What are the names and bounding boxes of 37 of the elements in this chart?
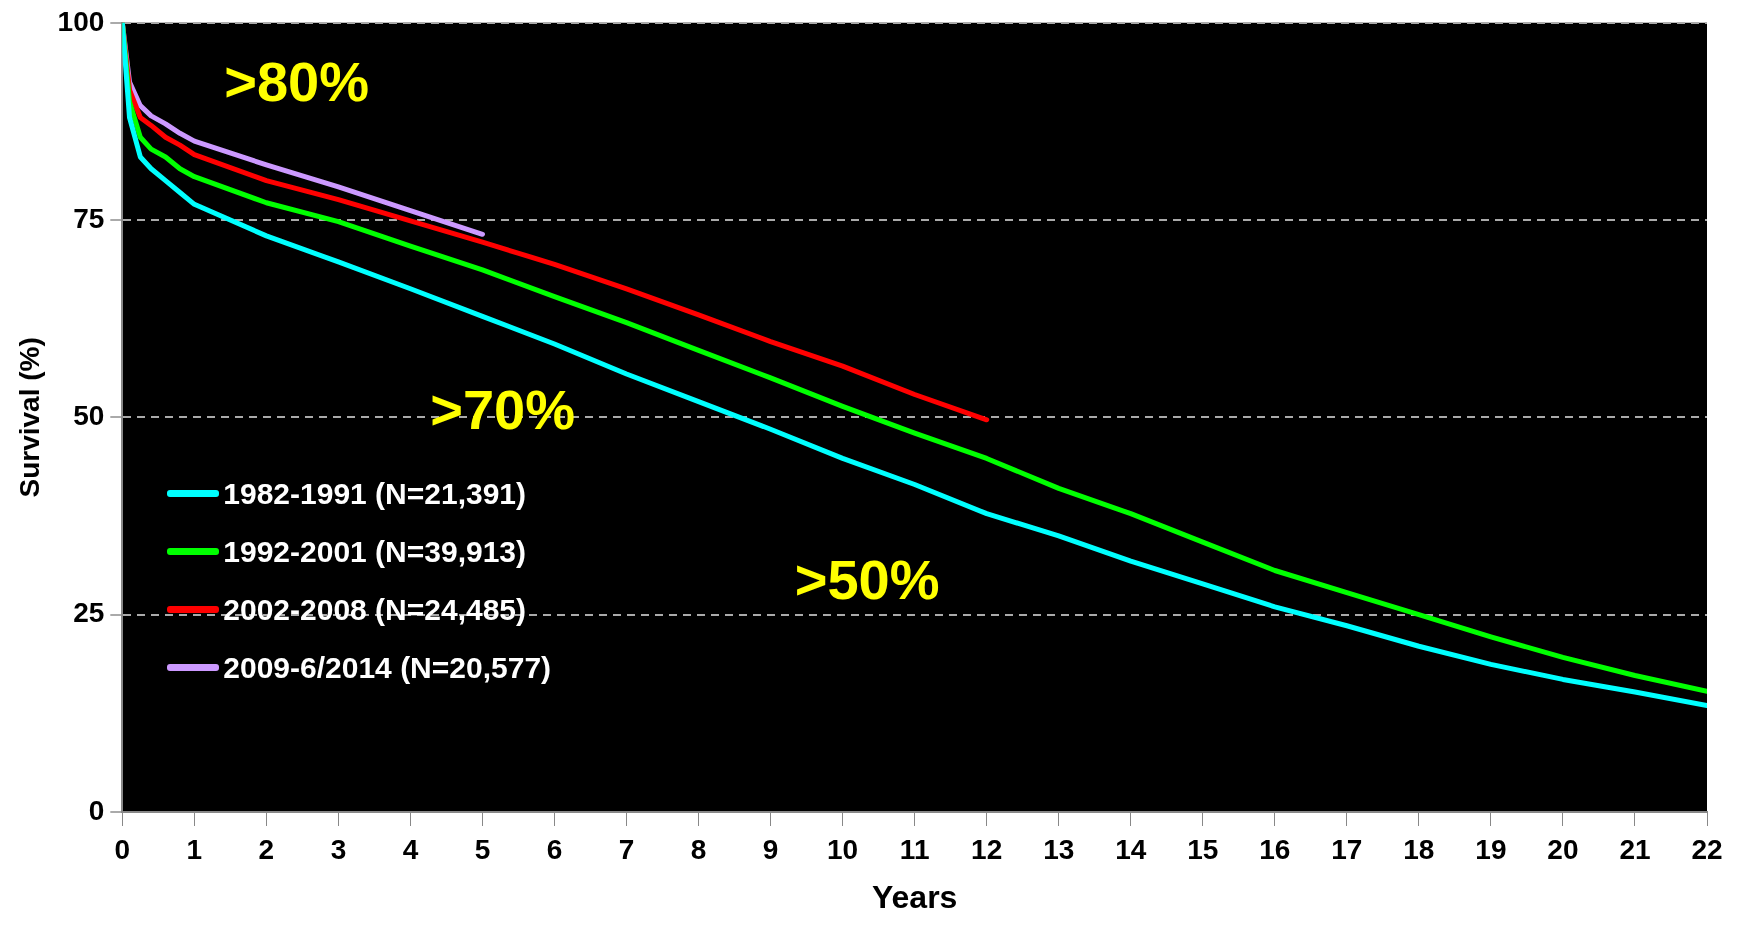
x-tick-label: 16	[1259, 833, 1291, 865]
x-tick-label: 14	[1115, 833, 1147, 865]
y-tick-label: 100	[57, 5, 105, 37]
x-tick-label: 4	[402, 833, 419, 865]
y-tick-label: 75	[73, 202, 105, 234]
x-tick-label: 20	[1547, 833, 1579, 865]
x-tick-label: 7	[618, 833, 635, 865]
x-tick-label: 17	[1331, 833, 1363, 865]
legend-label: 1982-1991 (N=21,391)	[223, 476, 527, 511]
x-tick-label: 22	[1691, 833, 1723, 865]
x-tick-label: 5	[474, 833, 491, 865]
y-tick-label: 25	[73, 597, 105, 629]
legend-label: 2009-6/2014 (N=20,577)	[223, 650, 552, 685]
x-tick-label: 21	[1619, 833, 1651, 865]
annotation: >80%	[224, 50, 370, 114]
y-tick-label: 0	[88, 794, 105, 826]
x-tick-label: 19	[1475, 833, 1507, 865]
y-tick-label: 50	[73, 400, 105, 432]
x-tick-label: 8	[690, 833, 707, 865]
legend-label: 2002-2008 (N=24,485)	[223, 592, 527, 627]
x-tick-label: 0	[114, 833, 131, 865]
x-tick-label: 2	[258, 833, 275, 865]
x-tick-label: 6	[546, 833, 563, 865]
annotation: >70%	[430, 377, 576, 441]
x-tick-label: 11	[899, 833, 930, 865]
x-tick-label: 9	[762, 833, 779, 865]
annotation: >50%	[794, 547, 940, 611]
x-tick-label: 13	[1043, 833, 1075, 865]
legend-label: 1992-2001 (N=39,913)	[223, 534, 527, 569]
x-tick-label: 10	[827, 833, 859, 865]
x-axis-title: Years	[871, 878, 958, 915]
x-tick-label: 15	[1187, 833, 1219, 865]
x-tick-label: 1	[186, 833, 203, 865]
x-tick-label: 18	[1403, 833, 1435, 865]
x-tick-label: 12	[971, 833, 1003, 865]
y-axis-title: Survival (%)	[13, 337, 45, 498]
x-tick-label: 3	[330, 833, 347, 865]
